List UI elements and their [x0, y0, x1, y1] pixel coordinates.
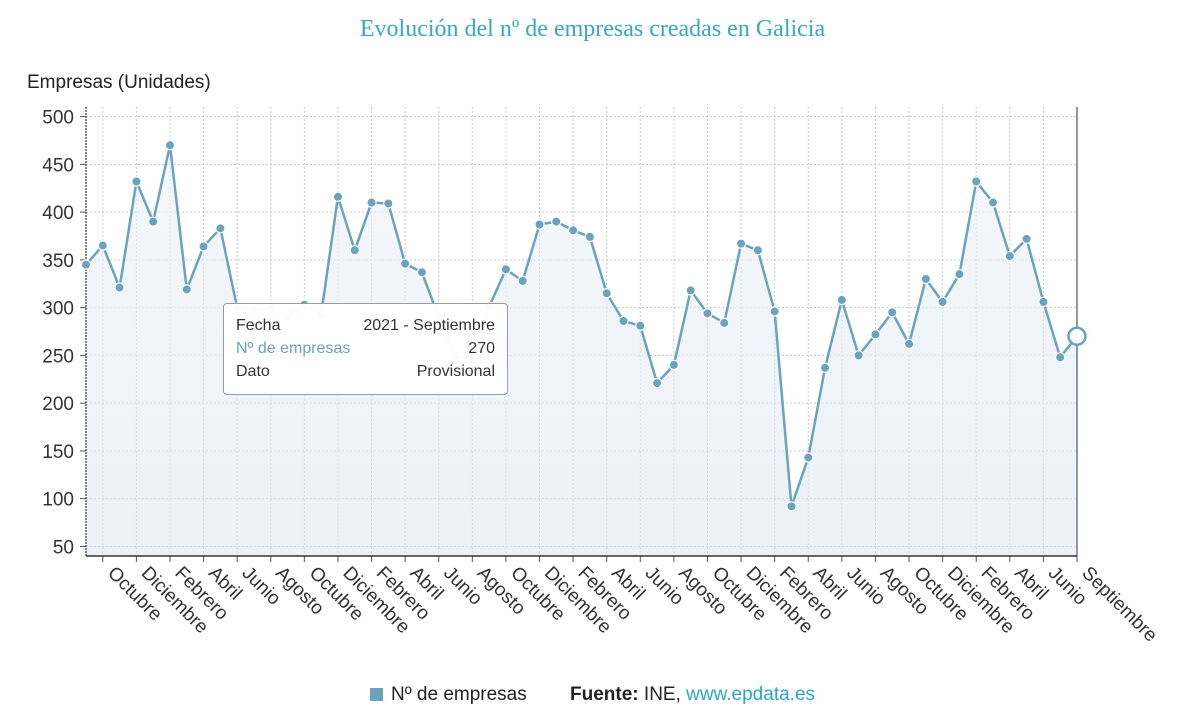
y-axis-title: Empresas (Unidades) [27, 72, 211, 93]
data-point [416, 267, 428, 278]
y-tick-label: 150 [42, 442, 74, 463]
data-point [349, 245, 360, 256]
y-tick-label: 100 [42, 490, 74, 511]
data-point [500, 264, 512, 275]
data-point [517, 275, 528, 287]
data-point [1055, 352, 1066, 363]
tooltip-row-dato: Dato Provisional [236, 360, 495, 383]
data-point [786, 501, 797, 512]
data-point [870, 329, 881, 340]
data-point [164, 140, 176, 151]
data-point [131, 176, 142, 187]
data-point [332, 191, 344, 202]
data-point [399, 258, 411, 269]
area-fill [86, 145, 1077, 556]
data-point [181, 284, 192, 295]
source-label: Fuente: [570, 684, 639, 705]
data-point [635, 320, 646, 331]
data-point [366, 197, 377, 208]
data-point [937, 296, 948, 308]
data-point [567, 225, 579, 236]
data-point [987, 197, 999, 208]
data-tooltip: Fecha 2021 - Septiembre Nº de empresas 2… [223, 303, 508, 395]
data-point [97, 240, 108, 251]
data-point [836, 294, 848, 306]
y-tick-label: 400 [42, 203, 74, 224]
x-tick-label: Junio [1044, 563, 1091, 610]
y-tick-label: 350 [42, 251, 74, 272]
y-tick-label: 200 [42, 394, 74, 415]
legend-series-label: Nº de empresas [390, 684, 527, 705]
data-point [668, 359, 680, 371]
data-point [1038, 296, 1049, 308]
y-tick-label: 500 [42, 108, 74, 129]
tooltip-fecha-label: Fecha [236, 317, 281, 334]
y-tick-label: 450 [42, 155, 74, 176]
data-point [920, 273, 932, 285]
tooltip-row-series: Nº de empresas 270 [236, 337, 495, 360]
data-point [752, 245, 764, 256]
data-point [618, 315, 629, 327]
y-tick-label: 300 [42, 299, 74, 320]
data-point [685, 285, 696, 296]
source-credit: Fuente: INE, www.epdata.es [570, 684, 815, 705]
source-link[interactable]: www.epdata.es [686, 684, 816, 705]
series-area [86, 145, 1077, 556]
y-tick-label: 50 [53, 537, 74, 558]
data-point [954, 268, 965, 280]
data-point [887, 307, 898, 318]
data-point [114, 282, 125, 293]
data-point [551, 216, 562, 227]
data-point [702, 308, 713, 319]
data-point [383, 198, 394, 209]
data-point [1004, 250, 1016, 262]
data-point [198, 241, 209, 252]
data-point [601, 288, 612, 299]
tooltip-series-value: 270 [468, 340, 495, 357]
data-point [719, 317, 730, 329]
tooltip-dato-value: Provisional [416, 363, 495, 380]
data-point [80, 259, 92, 270]
data-point [853, 350, 864, 361]
tooltip-row-fecha: Fecha 2021 - Septiembre [236, 314, 495, 337]
data-point [735, 238, 747, 249]
data-point [803, 452, 814, 463]
y-axis-ticks: 50 100 150 200 250 300 350 400 450 500 [42, 108, 74, 559]
data-point [534, 219, 545, 230]
tooltip-fecha-value: 2021 - Septiembre [363, 317, 495, 334]
data-point [215, 223, 226, 234]
tooltip-series-label: Nº de empresas [236, 340, 351, 357]
source-value: INE, [643, 684, 681, 705]
data-point [903, 338, 915, 350]
data-point [651, 377, 663, 389]
x-tick-label: Septiembre [1077, 563, 1161, 647]
y-tick-label: 250 [42, 346, 74, 367]
legend-item-empresas[interactable]: Nº de empresas [369, 684, 532, 705]
x-tick-label: Junio [238, 563, 285, 610]
chart-title: Evolución del nº de empresas creadas en … [359, 16, 826, 42]
data-point [971, 176, 982, 187]
data-point [584, 231, 596, 243]
data-point [769, 306, 780, 317]
x-tick-label: Junio [641, 563, 688, 610]
data-point [819, 362, 831, 374]
data-point [1021, 233, 1032, 245]
x-tick-label: Junio [439, 563, 486, 610]
chart-legend: Nº de empresas Fuente: INE, www.epdata.e… [0, 684, 1185, 706]
data-point-highlighted [1067, 326, 1087, 347]
tooltip-dato-label: Dato [236, 363, 270, 380]
data-point [147, 216, 159, 227]
x-tick-label: Junio [842, 563, 889, 610]
legend-swatch [369, 688, 383, 701]
x-axis-ticks: OctubreDiciembreFebreroAbrilJunioAgostoO… [103, 563, 1161, 647]
